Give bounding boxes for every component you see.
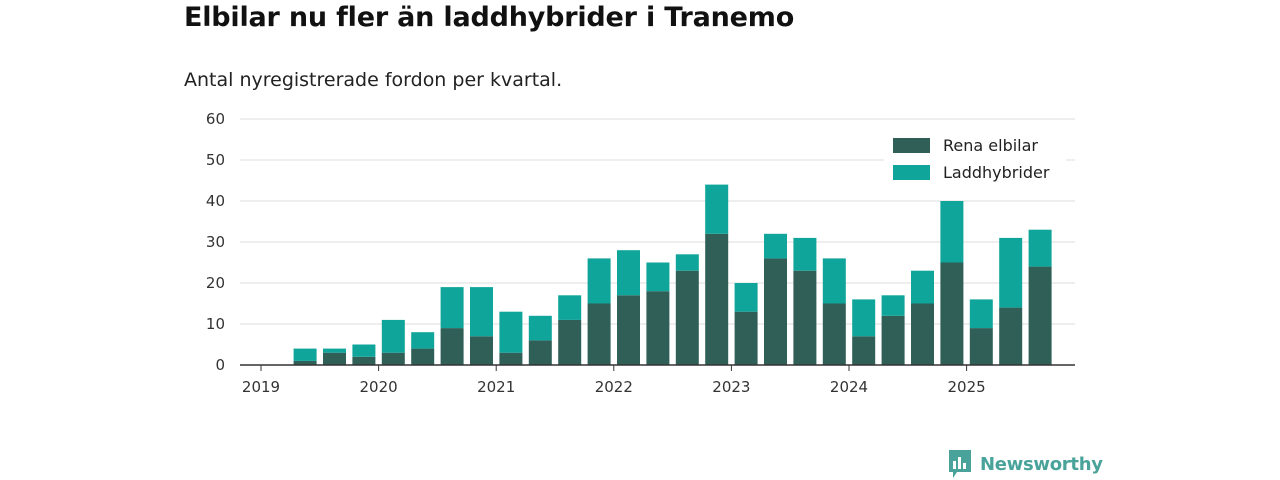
newsworthy-brand: Newsworthy [948,449,1103,479]
bar-rena-elbilar [528,340,552,365]
bar-rena-elbilar [999,307,1023,365]
x-tick-label: 2025 [948,378,986,396]
chart-title: Elbilar nu fler än laddhybrider i Tranem… [184,2,795,33]
bar-laddhybrider [675,254,699,271]
y-tick-label: 30 [206,233,225,251]
bar-laddhybrider [293,348,317,361]
bar-rena-elbilar [969,328,993,365]
bar-laddhybrider [822,258,846,304]
legend-swatch [893,138,930,153]
bar-laddhybrider [734,283,758,312]
bar-rena-elbilar [440,328,464,365]
bar-laddhybrider [646,262,670,292]
bar-laddhybrider [617,250,640,296]
bar-laddhybrider [470,287,493,337]
bar-laddhybrider [764,233,787,259]
bar-rena-elbilar [852,336,876,365]
bar-rena-elbilar [734,311,758,365]
bar-laddhybrider [587,258,611,304]
bar-rena-elbilar [617,295,640,365]
bars [293,184,1052,365]
bar-laddhybrider [528,315,552,341]
bar-rena-elbilar [587,303,611,365]
y-tick-label: 10 [206,315,225,333]
bar-rena-elbilar [381,352,405,365]
x-tick-label: 2021 [477,378,515,396]
bar-laddhybrider [705,184,729,234]
bar-rena-elbilar [793,270,817,365]
bar-laddhybrider [940,201,964,263]
bar-rena-elbilar [881,315,905,365]
bar-chart-bubble-icon [949,450,971,478]
y-tick-label: 50 [206,151,225,169]
x-tick-label: 2023 [712,378,750,396]
legend-label: Rena elbilar [943,136,1038,155]
chart-subtitle: Antal nyregistrerade fordon per kvartal. [184,69,563,91]
bar-laddhybrider [999,237,1023,308]
bar-rena-elbilar [1028,266,1052,365]
bar-laddhybrider [352,344,376,357]
y-tick-label: 60 [206,110,225,128]
bar-rena-elbilar [323,352,346,365]
bar-rena-elbilar [499,352,523,365]
bar-laddhybrider [499,311,523,353]
bar-rena-elbilar [705,233,729,365]
bar-laddhybrider [440,287,464,329]
bar-rena-elbilar [911,303,934,365]
bar-laddhybrider [793,237,817,271]
x-tick-label: 2022 [595,378,633,396]
y-tick-label: 40 [206,192,225,210]
bar-laddhybrider [969,299,993,329]
y-tick-label: 20 [206,274,225,292]
bar-laddhybrider [1028,229,1052,267]
bar-laddhybrider [881,295,905,316]
bar-rena-elbilar [675,270,699,365]
y-tick-label: 0 [215,356,225,374]
bar-rena-elbilar [646,291,670,365]
bar-laddhybrider [381,319,405,353]
x-tick-label: 2020 [360,378,398,396]
legend-swatch [893,165,930,180]
x-tick-label: 2024 [830,378,868,396]
bar-rena-elbilar [940,262,964,365]
x-axis-ticks: 2019 2020 2021 2022 2023 2024 2025 [242,365,986,396]
bar-laddhybrider [411,332,435,349]
bar-rena-elbilar [822,303,846,365]
y-axis-ticks: 0 10 20 30 40 50 60 [206,110,225,374]
bar-rena-elbilar [293,360,317,365]
bar-rena-elbilar [352,356,376,365]
bar-laddhybrider [323,348,346,353]
bar-rena-elbilar [470,336,493,365]
bar-laddhybrider [911,270,934,304]
legend-label: Laddhybrider [943,163,1050,182]
bar-laddhybrider [852,299,876,337]
x-tick-label: 2019 [242,378,280,396]
brand-name: Newsworthy [980,453,1103,475]
bar-rena-elbilar [411,348,435,365]
bar-laddhybrider [558,295,582,320]
bar-rena-elbilar [558,319,582,365]
bar-rena-elbilar [764,258,787,365]
legend: Rena elbilar Laddhybrider [884,129,1066,187]
